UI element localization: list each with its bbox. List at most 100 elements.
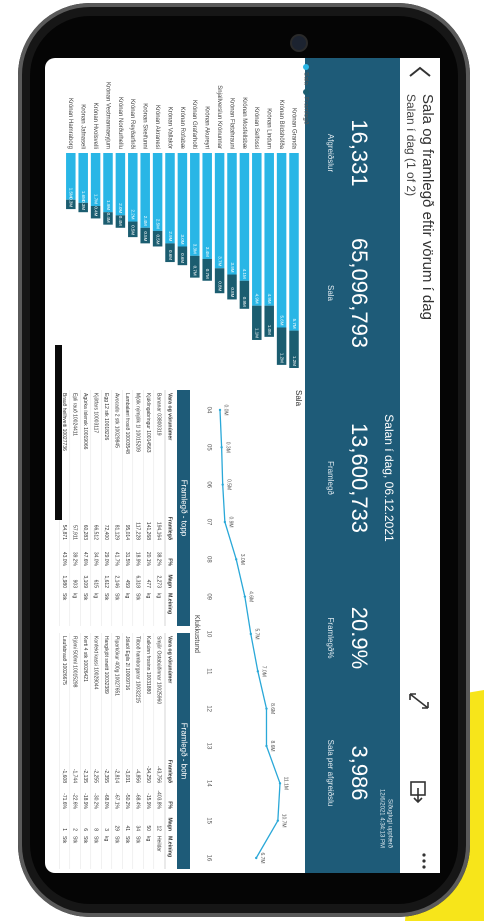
value-label: 1.1M xyxy=(255,328,260,338)
page-title: Sala og framlegð eftir vörum í dag xyxy=(419,94,436,320)
share-button[interactable] xyxy=(410,781,426,804)
kpi-value: 20.9% xyxy=(347,607,372,669)
table-cell: Epli rauð 10024411 xyxy=(72,393,79,436)
value-label: 0.8M xyxy=(230,287,235,297)
bar xyxy=(202,258,212,281)
bar xyxy=(152,230,163,247)
value-label: 1.2M xyxy=(292,356,297,366)
table-cell: Stk xyxy=(114,593,120,601)
table-cell: -2,814 xyxy=(114,769,120,783)
table-cell: 3 xyxy=(103,828,109,831)
table-cell: 2,273 xyxy=(156,575,162,588)
value-label: 0.3M xyxy=(224,442,230,453)
legend-swatch xyxy=(303,89,309,96)
back-button[interactable] xyxy=(409,66,431,77)
bar xyxy=(264,153,274,306)
table-cell: -22.6% xyxy=(72,793,78,809)
kpi-label: Framlegð xyxy=(326,461,335,495)
x-tick-label: 12 xyxy=(205,705,211,712)
value-label: 3.9M xyxy=(230,263,235,273)
table-cell: -403.8% xyxy=(156,790,162,809)
bar xyxy=(90,153,101,206)
table-header: M.eining xyxy=(167,836,173,857)
bar xyxy=(276,153,287,328)
x-tick-label: 14 xyxy=(205,780,211,787)
kpi-value: 65,096,793 xyxy=(347,238,372,348)
table-header: Vara og vörunúmer xyxy=(167,393,173,440)
value-label: 6.7M xyxy=(259,852,265,863)
table-cell: -4,856 xyxy=(135,769,141,783)
value-label: 2.4M xyxy=(143,216,148,226)
value-label: 3.4M xyxy=(205,247,210,257)
bar xyxy=(214,268,225,294)
bar xyxy=(78,153,88,203)
category-label: Krónan Flatahrauni xyxy=(228,98,234,149)
value-label: 0.5M xyxy=(155,234,160,244)
table-header: F% xyxy=(167,558,173,566)
category-label: Krónan Bíldshöfða xyxy=(278,100,285,150)
value-label: 4.9M xyxy=(255,294,260,304)
table-cell: -43,756 xyxy=(156,766,162,783)
table-cell: kg xyxy=(145,593,151,599)
table-cell: Stk xyxy=(72,836,78,844)
bar xyxy=(152,153,163,231)
expand-button[interactable] xyxy=(409,693,429,709)
value-label: 0.8M xyxy=(217,281,222,291)
table-cell: 34.0% xyxy=(93,552,99,567)
x-tick-label: 06 xyxy=(205,481,211,488)
value-label: 1.6M xyxy=(81,191,86,201)
category-label: Krónan Jafnaseli xyxy=(80,104,86,149)
table-cell: -18.9% xyxy=(82,793,88,809)
x-tick-label: 07 xyxy=(205,519,211,526)
point xyxy=(278,782,282,785)
table-cell: -2,355 xyxy=(103,769,109,783)
value-label: 11.1M xyxy=(283,777,289,791)
bar xyxy=(115,215,126,228)
value-label: 3.0M xyxy=(180,234,185,244)
table-cell: 3,109 xyxy=(82,575,88,588)
table-header: Magn xyxy=(167,574,173,588)
bar xyxy=(177,246,188,266)
bar xyxy=(202,153,212,259)
table-cell: 66,512 xyxy=(93,525,99,541)
table-cell: 20.1% xyxy=(145,552,151,567)
bar xyxy=(214,153,225,269)
category-label: Krónan Akranesi xyxy=(154,105,160,149)
point xyxy=(243,595,247,598)
table-cell: 95,014 xyxy=(124,525,130,541)
category-label: Snjallverslun Krónunnar xyxy=(216,85,222,149)
category-label: Krónan Rofabæ xyxy=(179,107,185,150)
table-cell: 1,612 xyxy=(103,575,109,588)
table-header: Framlegð xyxy=(167,517,174,540)
category-label: Krónan Reyðarfirði xyxy=(129,99,136,149)
table-cell: Stk xyxy=(61,836,67,844)
value-label: 0.4M xyxy=(93,206,98,216)
table-cell: -15.9% xyxy=(145,793,151,809)
bar xyxy=(227,274,237,300)
table-cell: -3,031 xyxy=(124,769,130,783)
x-axis-label: Klukkustund xyxy=(193,615,200,653)
table-cell: -67.1% xyxy=(114,793,120,809)
bar xyxy=(78,202,88,213)
value-label: 0.4M xyxy=(106,213,111,223)
kpi-value: 13,600,733 xyxy=(347,423,372,533)
kpi-label: Afgreiðslur xyxy=(326,134,335,173)
category-label: Krónan Mosfellsbæ xyxy=(241,97,247,149)
point xyxy=(256,670,260,673)
table-cell: 8 xyxy=(93,828,99,831)
table-cell: Stk xyxy=(124,836,130,844)
category-label: Krónan Hamraborg xyxy=(67,98,73,149)
value-label: 3.7M xyxy=(217,256,222,266)
table-cell: 29 xyxy=(114,825,120,831)
table-cell: Jólaöl Egils 2l 10009716 xyxy=(124,636,130,690)
table-cell: Rjómi 500ml 10015298 xyxy=(72,636,78,688)
table-cell: 50 xyxy=(145,825,151,831)
table-cell: kg xyxy=(72,593,78,599)
table-header: M.eining xyxy=(167,593,173,614)
table-cell: kg xyxy=(93,593,99,599)
table-cell: 31.5% xyxy=(124,552,130,567)
dashboard-canvas: Sala og framlegð eftir vörum í dag Salan… xyxy=(59,58,440,873)
more-button[interactable] xyxy=(422,853,426,869)
table-cell: -2,135 xyxy=(82,769,88,783)
overlay-bar xyxy=(55,345,62,520)
